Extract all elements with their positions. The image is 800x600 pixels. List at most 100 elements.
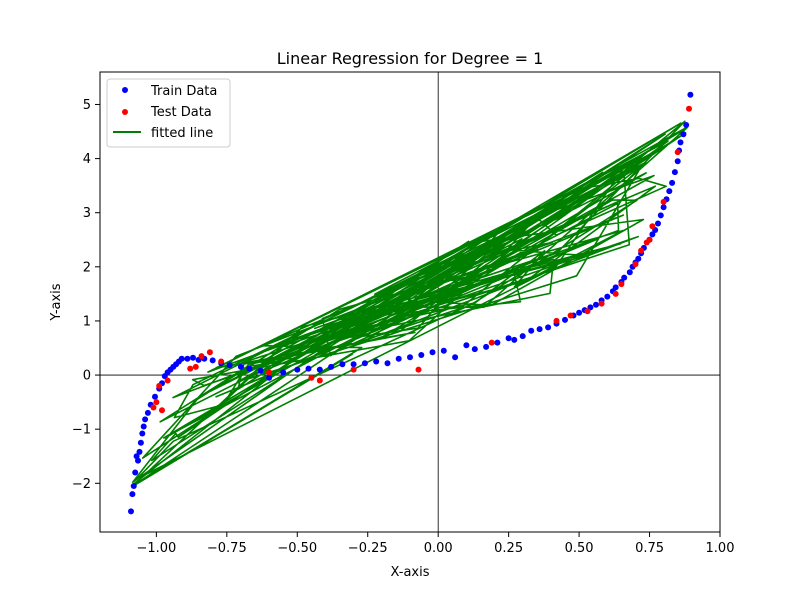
train-data-point xyxy=(612,284,619,291)
test-data-point xyxy=(150,404,157,411)
train-data-point xyxy=(129,491,136,498)
test-data-point xyxy=(316,377,323,384)
train-data-point xyxy=(511,336,518,343)
train-data-point xyxy=(226,362,233,369)
test-data-point xyxy=(646,236,653,243)
test-data-point xyxy=(159,407,165,414)
test-data-point xyxy=(598,300,605,307)
y-tick-label: −2 xyxy=(72,477,91,492)
test-data-point xyxy=(192,363,199,370)
train-data-point xyxy=(593,301,599,308)
train-data-point xyxy=(536,326,543,333)
train-data-point xyxy=(545,324,552,331)
train-data-point xyxy=(140,423,147,430)
train-data-point xyxy=(463,342,470,349)
test-data-point xyxy=(649,223,656,230)
test-data-point xyxy=(567,312,574,319)
fitted-line xyxy=(130,120,688,488)
train-data-point xyxy=(677,139,684,146)
test-data-point xyxy=(198,353,205,360)
test-points-layer xyxy=(150,105,692,414)
x-tick-label: 0.25 xyxy=(494,541,523,556)
x-tick-label: 0.00 xyxy=(424,541,453,556)
y-tick-label: 2 xyxy=(83,260,91,275)
y-tick-label: 0 xyxy=(83,369,91,384)
x-axis-ticks: −1.00 −0.75 −0.50 −0.25 0.00 0.25 0.50 0.75 1.00 xyxy=(136,532,734,556)
train-data-point xyxy=(407,354,413,361)
test-data-point xyxy=(266,369,273,376)
test-data-point xyxy=(553,317,560,324)
train-data-point xyxy=(635,255,642,262)
legend-box xyxy=(106,78,231,148)
train-data-point xyxy=(657,212,664,219)
train-data-point xyxy=(132,469,139,476)
test-data-point xyxy=(584,308,591,315)
x-tick-label: −0.50 xyxy=(277,541,317,556)
train-data-point xyxy=(266,374,273,381)
train-data-point xyxy=(128,508,134,515)
x-tick-label: 0.50 xyxy=(565,541,594,556)
test-data-point xyxy=(488,339,495,346)
test-data-point xyxy=(618,281,625,288)
train-data-point xyxy=(190,354,196,361)
train-data-point xyxy=(305,365,312,372)
train-data-point xyxy=(294,366,301,373)
x-tick-label: −0.75 xyxy=(207,541,247,556)
x-axis-label: X-axis xyxy=(391,565,430,580)
chart-title: Linear Regression for Degree = 1 xyxy=(277,49,544,68)
train-data-point xyxy=(246,365,253,372)
train-data-point xyxy=(135,457,141,464)
train-data-point xyxy=(683,122,690,128)
train-data-point xyxy=(674,158,681,165)
train-data-point xyxy=(130,483,137,489)
train-data-point xyxy=(209,357,216,364)
train-data-point xyxy=(680,131,687,138)
y-tick-label: 3 xyxy=(83,206,91,221)
x-tick-label: 1.00 xyxy=(706,541,735,556)
train-data-point xyxy=(361,360,368,367)
legend-test-marker xyxy=(122,109,128,115)
x-tick-label: −0.25 xyxy=(348,541,388,556)
train-data-point xyxy=(178,355,185,362)
train-data-point xyxy=(350,361,357,368)
test-data-point xyxy=(187,365,194,372)
test-data-point xyxy=(660,198,667,205)
test-data-point xyxy=(350,366,357,373)
legend: Train Data Test Data fitted line xyxy=(106,78,231,148)
train-data-point xyxy=(384,360,391,367)
test-data-point xyxy=(206,349,213,356)
test-data-point xyxy=(612,290,619,297)
x-tick-label: 0.75 xyxy=(635,541,664,556)
test-data-point xyxy=(156,382,163,389)
test-data-point xyxy=(638,247,645,254)
train-data-point xyxy=(316,366,323,373)
train-data-point xyxy=(257,367,264,374)
test-data-point xyxy=(153,399,160,406)
train-data-point xyxy=(621,274,628,281)
test-data-point xyxy=(415,366,422,373)
train-data-point xyxy=(655,220,661,227)
train-data-point xyxy=(152,393,158,400)
train-data-point xyxy=(687,91,694,98)
train-data-point xyxy=(395,355,402,362)
y-tick-label: 1 xyxy=(83,314,91,329)
train-data-point xyxy=(328,363,335,370)
legend-train-label: Train Data xyxy=(150,84,217,99)
x-tick-label: −1.00 xyxy=(136,541,176,556)
legend-test-label: Test Data xyxy=(150,105,212,120)
y-tick-label: 4 xyxy=(83,152,91,167)
test-data-point xyxy=(674,149,681,156)
train-data-point xyxy=(429,349,436,356)
legend-fit-label: fitted line xyxy=(151,126,213,141)
train-data-point xyxy=(144,409,151,416)
train-data-point xyxy=(604,293,611,300)
y-tick-label: 5 xyxy=(83,98,91,113)
test-data-point xyxy=(218,358,225,365)
train-data-point xyxy=(452,354,459,361)
train-data-point xyxy=(626,269,633,276)
train-data-point xyxy=(237,363,244,370)
test-data-point xyxy=(686,105,692,112)
train-data-point xyxy=(373,358,380,365)
train-data-point xyxy=(483,343,490,350)
